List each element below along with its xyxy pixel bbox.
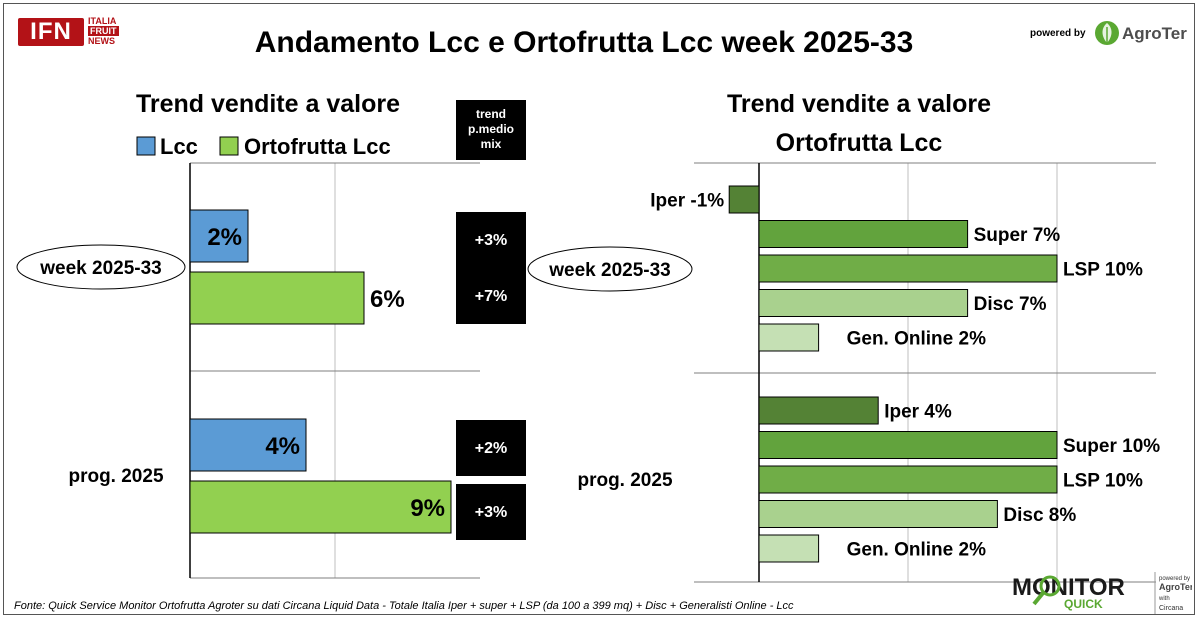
monitor-powered-label: powered by <box>1159 576 1190 582</box>
ifn-logo-line1: ITALIA <box>88 16 117 26</box>
data-label: LSP 10% <box>1063 260 1143 281</box>
trend-box <box>456 212 526 268</box>
data-label: 6% <box>370 286 405 313</box>
trend-header-text: trend <box>476 107 506 121</box>
data-label: 2% <box>207 224 242 251</box>
ifn-logo: IFN ITALIA FRUIT NEWS <box>18 16 130 50</box>
bar-disc <box>758 289 969 317</box>
data-label: Iper 4% <box>884 402 952 423</box>
category-label-ellipse <box>16 244 186 290</box>
trend-box <box>456 268 526 324</box>
data-label: Disc 8% <box>1003 505 1076 526</box>
trend-box <box>456 420 526 476</box>
agroter-logo-text: AgroTer <box>1122 24 1187 43</box>
data-label: 4% <box>265 433 300 460</box>
data-label: Disc 7% <box>974 294 1047 315</box>
left-chart: Trend vendite a valore Lcc Ortofrutta Lcc w… <box>16 90 526 579</box>
trend-value: +3% <box>475 232 507 249</box>
agroter-logo: AgroTer <box>1095 21 1187 45</box>
ifn-logo-text: ITALIA FRUIT NEWS <box>88 16 119 46</box>
ifn-logo-line2: FRUIT <box>88 26 119 36</box>
trend-box <box>456 484 526 540</box>
trend-header-text: mix <box>481 137 502 151</box>
legend-swatch-lcc <box>136 136 156 156</box>
bar-gen-online <box>758 534 820 563</box>
bar-iper <box>728 185 760 214</box>
bar-lsp <box>758 254 1058 283</box>
magnifier-icon <box>1039 575 1061 597</box>
data-label: Gen. Online 2% <box>847 540 986 561</box>
data-label: Gen. Online 2% <box>847 329 986 350</box>
bar-super <box>758 431 1058 459</box>
trend-header-box <box>456 100 526 160</box>
legend-label-ortofrutta: Ortofrutta Lcc <box>244 134 391 159</box>
left-chart-title: Trend vendite a valore <box>136 90 400 118</box>
page-title: Andamento Lcc e Ortofrutta Lcc week 2025… <box>254 26 914 59</box>
ifn-logo-mark: IFN <box>18 18 84 46</box>
monitor-logo-text: MONITOR <box>1012 574 1125 601</box>
data-label: 9% <box>410 495 445 522</box>
data-label: LSP 10% <box>1063 471 1143 492</box>
legend-label-lcc: Lcc <box>160 134 198 159</box>
right-chart: Trend vendite a valore Ortofrutta Lcc week… <box>527 90 1160 583</box>
category-label: prog. 2025 <box>577 470 672 491</box>
bar-disc <box>758 500 998 528</box>
monitor-logo-sub: QUICK <box>1064 597 1103 611</box>
category-label: prog. 2025 <box>68 466 163 487</box>
bar-lcc <box>189 418 307 472</box>
data-label: Iper -1% <box>650 191 724 212</box>
monitor-brand-label: AgroTer <box>1159 582 1192 592</box>
category-label-ellipse <box>527 246 693 292</box>
trend-header-text: p.medio <box>468 122 514 136</box>
bar-super <box>758 220 969 248</box>
bar-gen-online <box>758 323 820 352</box>
ifn-logo-line3: NEWS <box>88 36 115 46</box>
bar-ortofrutta-lcc <box>189 480 452 534</box>
category-label: week 2025-33 <box>548 260 671 281</box>
source-note: Fonte: Quick Service Monitor Ortofrutta … <box>14 600 794 612</box>
monitor-partner-label: Circana <box>1159 605 1183 612</box>
chart-frame: IFN ITALIA FRUIT NEWS Andamento Lcc e Or… <box>3 3 1195 615</box>
data-label: Super 7% <box>974 225 1061 246</box>
legend-swatch-ortofrutta <box>219 136 239 156</box>
category-label: week 2025-33 <box>39 258 162 279</box>
powered-by-label: powered by <box>1030 28 1086 39</box>
trend-value: +7% <box>475 288 507 305</box>
bar-ortofrutta-lcc <box>189 271 365 325</box>
bar-lcc <box>189 209 249 263</box>
right-chart-title: Trend vendite a valore <box>727 90 991 118</box>
trend-value: +2% <box>475 440 507 457</box>
trend-value: +3% <box>475 504 507 521</box>
data-label: Super 10% <box>1063 436 1160 457</box>
right-chart-title: Ortofrutta Lcc <box>776 129 943 157</box>
bar-lsp <box>758 465 1058 494</box>
bar-iper <box>758 396 879 425</box>
monitor-with-label: with <box>1158 596 1170 602</box>
monitor-quick-logo: MONITOR QUICK powered by AgroTer with Ci… <box>1012 572 1192 614</box>
